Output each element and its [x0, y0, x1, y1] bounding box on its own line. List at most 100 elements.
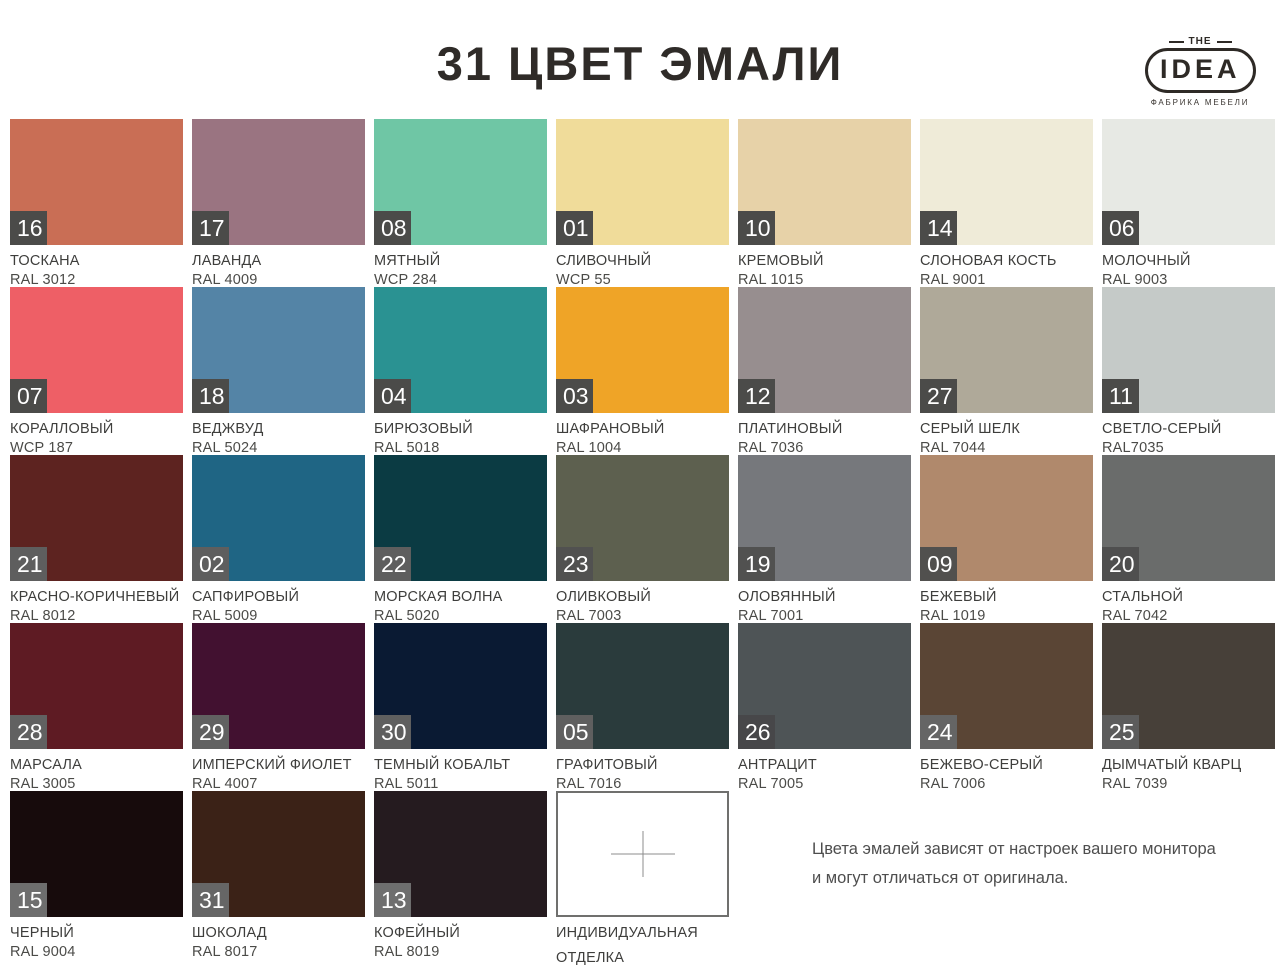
- swatch-number: 23: [563, 550, 589, 577]
- color-swatch[interactable]: 07 КОРАЛЛОВЫЙ WCP 187: [10, 287, 183, 456]
- swatch-color-block[interactable]: 05: [556, 623, 729, 749]
- swatch-color-block[interactable]: 16: [10, 119, 183, 245]
- swatch-number: 28: [17, 718, 43, 745]
- color-swatch[interactable]: 25 ДЫМЧАТЫЙ КВАРЦ RAL 7039: [1102, 623, 1275, 792]
- swatch-color-block[interactable]: 24: [920, 623, 1093, 749]
- swatch-number: 14: [927, 214, 953, 241]
- color-swatch[interactable]: 12 ПЛАТИНОВЫЙ RAL 7036: [738, 287, 911, 456]
- swatch-color-block[interactable]: 08: [374, 119, 547, 245]
- swatch-number: 08: [381, 214, 407, 241]
- swatch-number-badge: 22: [374, 547, 411, 581]
- color-swatch[interactable]: 03 ШАФРАНОВЫЙ RAL 1004: [556, 287, 729, 456]
- swatch-number-badge: 02: [192, 547, 229, 581]
- color-swatch[interactable]: 13 КОФЕЙНЫЙ RAL 8019: [374, 791, 547, 960]
- swatch-color-block[interactable]: 04: [374, 287, 547, 413]
- color-swatch[interactable]: 09 БЕЖЕВЫЙ RAL 1019: [920, 455, 1093, 624]
- swatch-color-block[interactable]: 25: [1102, 623, 1275, 749]
- swatch-color-block[interactable]: 06: [1102, 119, 1275, 245]
- custom-finish-box[interactable]: [556, 791, 729, 917]
- custom-finish-label-line1: ИНДИВИДУАЛЬНАЯ: [556, 925, 698, 941]
- swatch-color-block[interactable]: 29: [192, 623, 365, 749]
- swatch-name: МЯТНЫЙ: [374, 253, 441, 269]
- swatch-number: 05: [563, 718, 589, 745]
- swatch-name: МОЛОЧНЫЙ: [1102, 253, 1191, 269]
- swatch-number-badge: 20: [1102, 547, 1139, 581]
- swatch-color-block[interactable]: 21: [10, 455, 183, 581]
- swatch-color-block[interactable]: 12: [738, 287, 911, 413]
- swatch-number-badge: 10: [738, 211, 775, 245]
- color-swatch[interactable]: 10 КРЕМОВЫЙ RAL 1015: [738, 119, 911, 288]
- swatch-color-block[interactable]: 11: [1102, 287, 1275, 413]
- swatch-code: RAL 9004: [10, 944, 76, 960]
- logo-wordmark: IDEA: [1145, 48, 1256, 93]
- color-swatch[interactable]: 06 МОЛОЧНЫЙ RAL 9003: [1102, 119, 1275, 288]
- swatch-color-block[interactable]: 31: [192, 791, 365, 917]
- swatch-name: ШОКОЛАД: [192, 925, 267, 941]
- color-swatch[interactable]: 22 МОРСКАЯ ВОЛНА RAL 5020: [374, 455, 547, 624]
- color-swatch[interactable]: 31 ШОКОЛАД RAL 8017: [192, 791, 365, 960]
- swatch-name: СЛИВОЧНЫЙ: [556, 253, 652, 269]
- swatch-code: RAL7035: [1102, 440, 1164, 456]
- swatch-number-badge: 23: [556, 547, 593, 581]
- color-swatch[interactable]: 14 СЛОНОВАЯ КОСТЬ RAL 9001: [920, 119, 1093, 288]
- swatch-color-block[interactable]: 01: [556, 119, 729, 245]
- color-swatch[interactable]: 04 БИРЮЗОВЫЙ RAL 5018: [374, 287, 547, 456]
- swatch-code: RAL 7001: [738, 608, 804, 624]
- swatch-color-block[interactable]: 28: [10, 623, 183, 749]
- color-swatch[interactable]: 24 БЕЖЕВО-СЕРЫЙ RAL 7006: [920, 623, 1093, 792]
- swatch-code: RAL 7016: [556, 776, 622, 792]
- swatch-color-block[interactable]: 19: [738, 455, 911, 581]
- swatch-number: 22: [381, 550, 407, 577]
- swatch-color-block[interactable]: 03: [556, 287, 729, 413]
- color-swatch[interactable]: 17 ЛАВАНДА RAL 4009: [192, 119, 365, 288]
- swatch-color-block[interactable]: 02: [192, 455, 365, 581]
- swatch-number-badge: 14: [920, 211, 957, 245]
- swatch-name: БЕЖЕВО-СЕРЫЙ: [920, 757, 1044, 773]
- disclaimer-line1: Цвета эмалей зависят от настроек вашего …: [812, 840, 1216, 858]
- custom-finish-tile[interactable]: ИНДИВИДУАЛЬНАЯ ОТДЕЛКА: [556, 791, 729, 966]
- color-swatch[interactable]: 20 СТАЛЬНОЙ RAL 7042: [1102, 455, 1275, 624]
- swatch-number: 01: [563, 214, 589, 241]
- swatch-color-block[interactable]: 07: [10, 287, 183, 413]
- color-swatch[interactable]: 02 САПФИРОВЫЙ RAL 5009: [192, 455, 365, 624]
- swatch-color-block[interactable]: 22: [374, 455, 547, 581]
- color-swatch[interactable]: 05 ГРАФИТОВЫЙ RAL 7016: [556, 623, 729, 792]
- swatch-color-block[interactable]: 14: [920, 119, 1093, 245]
- color-swatch[interactable]: 15 ЧЕРНЫЙ RAL 9004: [10, 791, 183, 960]
- color-swatch[interactable]: 27 СЕРЫЙ ШЕЛК RAL 7044: [920, 287, 1093, 456]
- color-swatch[interactable]: 19 ОЛОВЯННЫЙ RAL 7001: [738, 455, 911, 624]
- color-swatch[interactable]: 11 СВЕТЛО-СЕРЫЙ RAL7035: [1102, 287, 1275, 456]
- color-swatch[interactable]: 29 ИМПЕРСКИЙ ФИОЛЕТ RAL 4007: [192, 623, 365, 792]
- color-swatch[interactable]: 08 МЯТНЫЙ WCP 284: [374, 119, 547, 288]
- swatch-color-block[interactable]: 26: [738, 623, 911, 749]
- swatch-number-badge: 30: [374, 715, 411, 749]
- swatch-number: 31: [199, 886, 225, 913]
- color-swatch[interactable]: 21 КРАСНО-КОРИЧНЕВЫЙ RAL 8012: [10, 455, 183, 624]
- swatch-code: WCP 55: [556, 272, 611, 288]
- swatch-code: RAL 1004: [556, 440, 622, 456]
- color-swatch[interactable]: 23 ОЛИВКОВЫЙ RAL 7003: [556, 455, 729, 624]
- swatch-number: 02: [199, 550, 225, 577]
- swatch-color-block[interactable]: 10: [738, 119, 911, 245]
- swatch-color-block[interactable]: 15: [10, 791, 183, 917]
- color-swatch[interactable]: 18 ВЕДЖВУД RAL 5024: [192, 287, 365, 456]
- color-swatch[interactable]: 30 ТЕМНЫЙ КОБАЛЬТ RAL 5011: [374, 623, 547, 792]
- swatch-color-block[interactable]: 27: [920, 287, 1093, 413]
- swatch-color-block[interactable]: 09: [920, 455, 1093, 581]
- swatch-color-block[interactable]: 13: [374, 791, 547, 917]
- swatch-color-block[interactable]: 20: [1102, 455, 1275, 581]
- color-swatch[interactable]: 16 ТОСКАНА RAL 3012: [10, 119, 183, 288]
- swatch-number-badge: 31: [192, 883, 229, 917]
- swatch-number-badge: 26: [738, 715, 775, 749]
- swatch-code: RAL 7042: [1102, 608, 1168, 624]
- swatch-color-block[interactable]: 17: [192, 119, 365, 245]
- color-swatch[interactable]: 01 СЛИВОЧНЫЙ WCP 55: [556, 119, 729, 288]
- swatch-color-block[interactable]: 30: [374, 623, 547, 749]
- swatch-color-block[interactable]: 23: [556, 455, 729, 581]
- swatch-color-block[interactable]: 18: [192, 287, 365, 413]
- color-swatch[interactable]: 26 АНТРАЦИТ RAL 7005: [738, 623, 911, 792]
- swatch-number: 04: [381, 382, 407, 409]
- color-swatch[interactable]: 28 МАРСАЛА RAL 3005: [10, 623, 183, 792]
- monitor-disclaimer: Цвета эмалей зависят от настроек вашего …: [812, 835, 1216, 893]
- swatch-number: 19: [745, 550, 771, 577]
